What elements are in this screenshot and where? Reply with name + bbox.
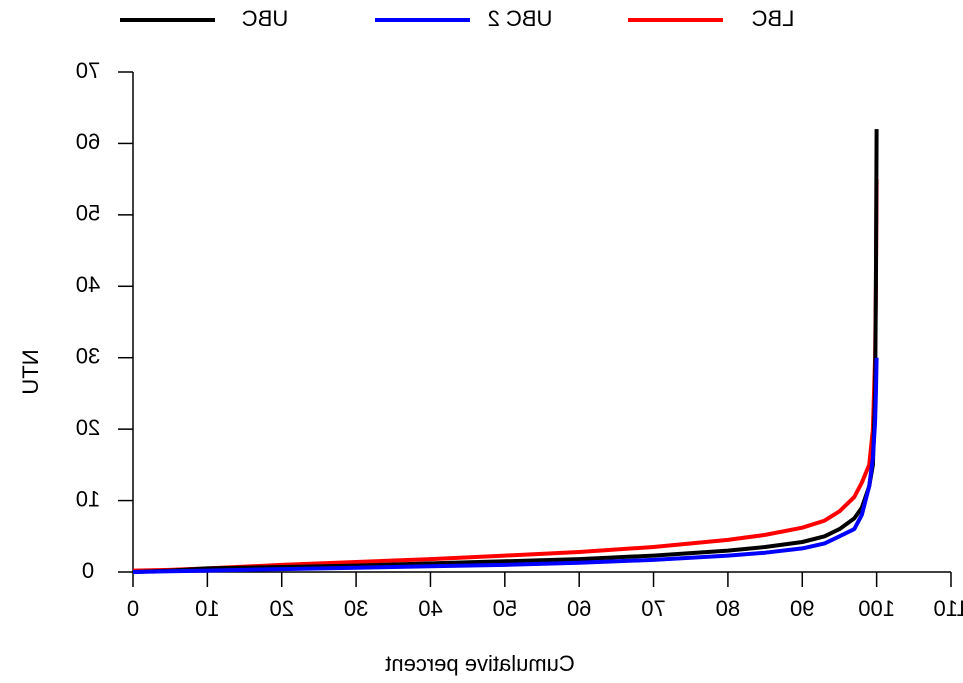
legend-label: UBC 2 — [488, 6, 553, 31]
y-axis-label: NTU — [18, 349, 43, 394]
x-tick-label: 0 — [127, 596, 139, 621]
x-tick-label: 20 — [269, 596, 293, 621]
x-tick-label: 40 — [418, 596, 442, 621]
y-tick-label: 30 — [76, 344, 100, 369]
y-tick-label: 50 — [76, 201, 100, 226]
legend-label: LBC — [751, 6, 794, 31]
y-tick-label: 10 — [76, 486, 100, 511]
y-tick-label: 40 — [76, 272, 100, 297]
x-tick-label: 90 — [790, 596, 814, 621]
y-tick-label: 20 — [76, 415, 100, 440]
x-tick-label: 70 — [641, 596, 665, 621]
x-tick-label: 110 — [933, 596, 963, 621]
x-tick-label: 100 — [858, 596, 895, 621]
x-tick-label: 50 — [493, 596, 517, 621]
legend-label: UBC — [242, 6, 289, 31]
series-line — [132, 179, 879, 573]
y-tick-label: 70 — [76, 58, 100, 83]
x-tick-label: 10 — [195, 596, 219, 621]
series-line — [132, 129, 879, 574]
x-tick-label: 60 — [567, 596, 591, 621]
y-tick-label: 60 — [76, 129, 100, 154]
x-tick-label: 80 — [716, 596, 740, 621]
x-tick-label: 30 — [344, 596, 368, 621]
x-axis-label: Cumulative percent — [385, 651, 575, 676]
series-line — [132, 357, 879, 574]
y-tick-label: 0 — [82, 558, 94, 583]
